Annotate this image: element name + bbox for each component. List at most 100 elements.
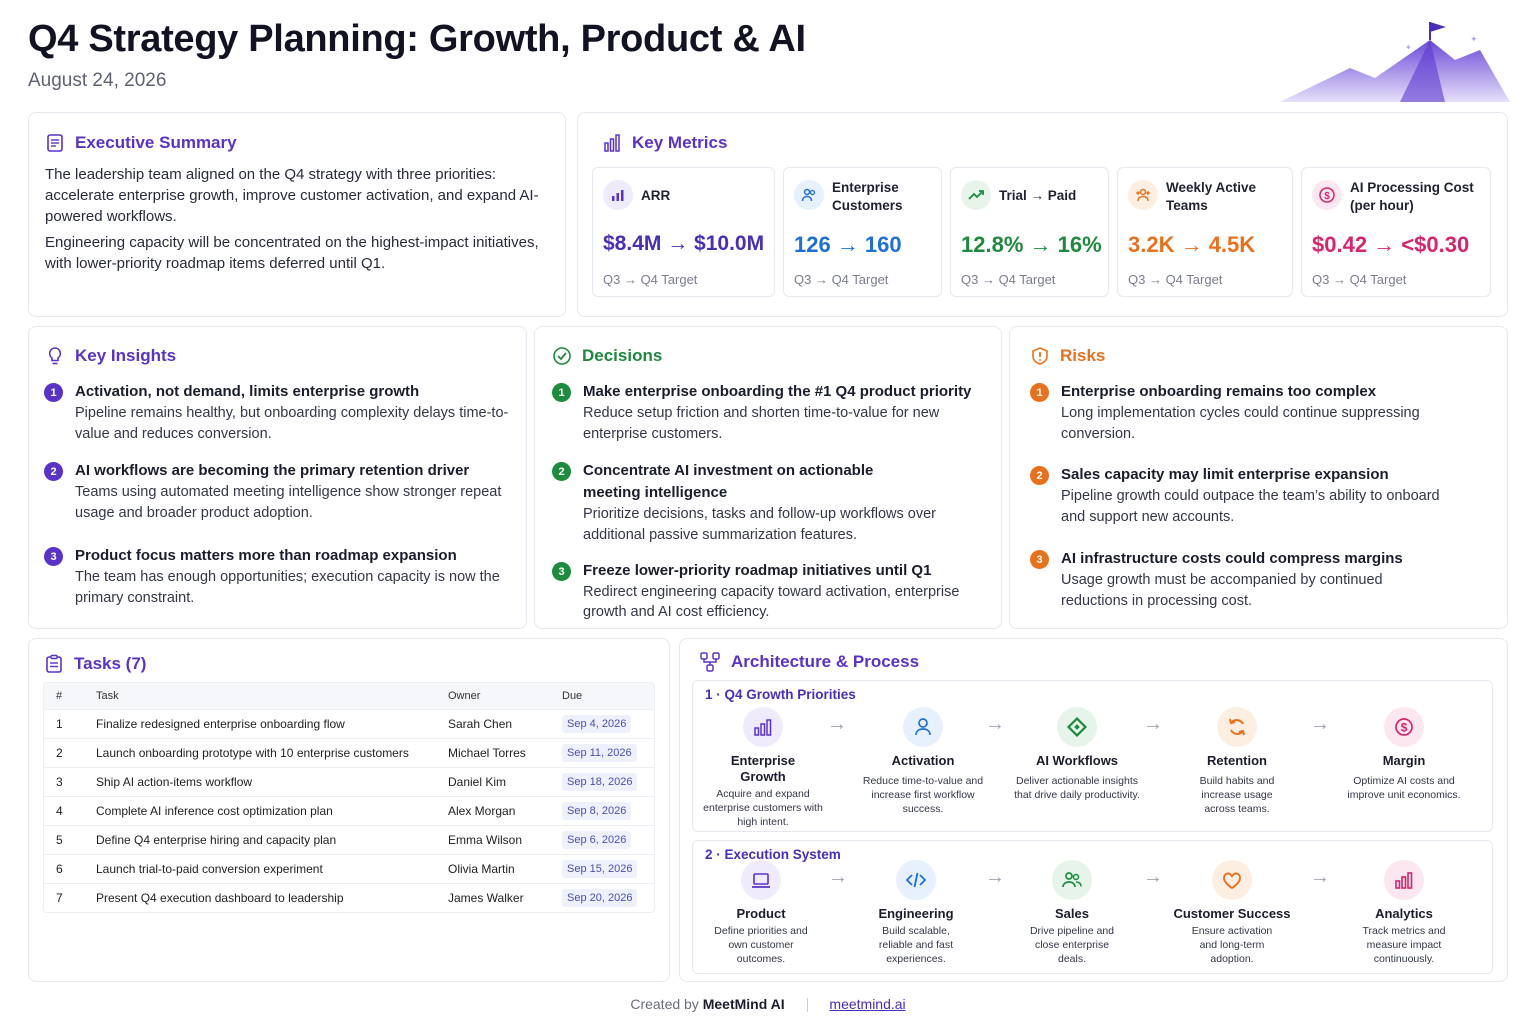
- document-icon: [47, 134, 63, 152]
- table-row[interactable]: 6 Launch trial-to-paid conversion experim…: [44, 853, 654, 883]
- svg-text:$: $: [1401, 721, 1408, 735]
- insight-heading: Activation, not demand, limits enterpris…: [75, 383, 420, 400]
- due-date-badge: Sep 18, 2026: [562, 772, 638, 791]
- node-customer-success: Customer Success Ensure activation and l…: [1167, 860, 1297, 966]
- decision-number: 3: [552, 562, 571, 581]
- section-title: 2 · Execution System: [705, 847, 841, 862]
- node-title: Activation: [891, 753, 955, 768]
- node-desc: Acquire and expand enterprise customers …: [703, 788, 823, 828]
- risk-number: 1: [1030, 383, 1049, 402]
- task-number: 7: [44, 882, 84, 912]
- insight-item: 2 AI workflows are becoming the primary r…: [44, 460, 514, 524]
- node-title: Enterprise Growth: [730, 753, 796, 784]
- risk-body: Long implementation cycles could continu…: [1061, 405, 1420, 442]
- due-date-badge: Sep 8, 2026: [562, 801, 632, 820]
- risk-number: 2: [1030, 466, 1049, 485]
- table-row[interactable]: 4 Complete AI inference cost optimization…: [44, 795, 654, 825]
- summary-paragraph-2: Engineering capacity will be concentrate…: [45, 234, 539, 272]
- task-owner: Alex Morgan: [436, 795, 550, 825]
- task-due: Sep 20, 2026: [550, 882, 654, 912]
- section-title: 1 · Q4 Growth Priorities: [705, 687, 856, 702]
- laptop-icon: [741, 860, 781, 900]
- node-engineering: Engineering Build scalable, reliable and…: [851, 860, 981, 966]
- task-due: Sep 11, 2026: [550, 737, 654, 767]
- node-desc: Deliver actionable insights that drive d…: [1014, 775, 1140, 801]
- node-desc: Track metrics and measure impact continu…: [1362, 925, 1446, 965]
- code-icon: [896, 860, 936, 900]
- due-date-badge: Sep 6, 2026: [562, 830, 632, 849]
- arrow-right-icon: →: [1143, 866, 1163, 888]
- node-title: Analytics: [1375, 906, 1433, 921]
- dollar-icon: $: [1312, 180, 1342, 210]
- bar-chart-icon: [603, 180, 633, 210]
- metric-sub: Q3 → Q4 Target: [794, 272, 889, 287]
- task-number: 1: [44, 708, 84, 738]
- due-date-badge: Sep 15, 2026: [562, 859, 638, 878]
- page-title: Q4 Strategy Planning: Growth, Product & …: [28, 18, 806, 60]
- task-due: Sep 15, 2026: [550, 853, 654, 883]
- risk-body: Pipeline growth could outpace the team’s…: [1061, 488, 1440, 525]
- table-row[interactable]: 2 Launch onboarding prototype with 10 ent…: [44, 737, 654, 767]
- node-title: Engineering: [878, 906, 954, 921]
- task-name: Complete AI inference cost optimization …: [84, 795, 436, 825]
- node-desc: Build scalable, reliable and fast experi…: [878, 925, 954, 965]
- metric-sub: Q3 → Q4 Target: [961, 272, 1056, 287]
- task-name: Finalize redesigned enterprise onboardin…: [84, 708, 436, 738]
- task-number: 2: [44, 737, 84, 767]
- table-row[interactable]: 3 Ship AI action-items workflow Daniel Kim…: [44, 766, 654, 796]
- node-analytics: Analytics Track metrics and measure impa…: [1339, 860, 1469, 966]
- node-desc: Drive pipeline and close enterprise deal…: [1029, 925, 1115, 965]
- metric-label: Trial → Paid: [999, 188, 1077, 203]
- task-name: Launch onboarding prototype with 10 ente…: [84, 737, 436, 767]
- insight-heading: Product focus matters more than roadmap …: [75, 547, 457, 564]
- footer-link[interactable]: meetmind.ai: [829, 996, 906, 1012]
- tasks-title: Tasks (7): [74, 654, 147, 673]
- insight-body: Teams using automated meeting intelligen…: [75, 484, 502, 521]
- column-header: #: [44, 683, 84, 709]
- table-row[interactable]: 5 Define Q4 enterprise hiring and capacit…: [44, 824, 654, 854]
- metric-card-arr: ARR $8.4M → $10.0M Q3 → Q4 Target: [592, 167, 775, 297]
- node-desc: Ensure activation and long-term adoption…: [1191, 925, 1273, 965]
- growth-priorities-section: 1 · Q4 Growth Priorities: [692, 680, 1493, 832]
- refresh-icon: [1217, 707, 1257, 747]
- insight-body: The team has enough opportunities; execu…: [75, 569, 500, 606]
- decision-body: Prioritize decisions, tasks and follow-u…: [583, 506, 936, 543]
- summary-title: Executive Summary: [75, 133, 237, 152]
- insight-number: 2: [44, 462, 63, 481]
- decision-item: 3 Freeze lower-priority roadmap initiativ…: [552, 560, 972, 622]
- node-desc: Optimize AI costs and improve unit econo…: [1347, 775, 1461, 801]
- task-owner: Sarah Chen: [436, 708, 550, 738]
- task-name: Define Q4 enterprise hiring and capacity…: [84, 824, 436, 854]
- arrow-right-icon: →: [985, 713, 1005, 735]
- decision-number: 2: [552, 462, 571, 481]
- node-activation: Activation Reduce time-to-value and incr…: [856, 707, 990, 816]
- arrow-right-icon: →: [1310, 866, 1330, 888]
- risk-item: 2 Sales capacity may limit enterprise exp…: [1030, 464, 1450, 528]
- risk-heading: AI infrastructure costs could compress m…: [1061, 550, 1403, 567]
- risk-heading: Enterprise onboarding remains too comple…: [1061, 383, 1377, 400]
- metric-card-ai-processing-cost: $ AI Processing Cost (per hour) $0.42 → …: [1301, 167, 1491, 297]
- insight-item: 1 Activation, not demand, limits enterpri…: [44, 381, 514, 445]
- insight-item: 3 Product focus matters more than roadmap…: [44, 545, 514, 609]
- clipboard-icon: [46, 654, 62, 673]
- svg-text:✦: ✦: [1405, 43, 1412, 52]
- insight-heading: AI workflows are becoming the primary re…: [75, 462, 470, 479]
- footer: Created by MeetMind AI meetmind.ai: [0, 996, 1536, 1013]
- page-date: August 24, 2026: [28, 70, 167, 91]
- task-name: Ship AI action-items workflow: [84, 766, 436, 796]
- table-row[interactable]: 7 Present Q4 execution dashboard to leade…: [44, 882, 654, 912]
- mountain-flag-illustration: ✦ ✦: [1280, 22, 1510, 102]
- task-due: Sep 4, 2026: [550, 708, 654, 738]
- decision-item: 2 Concentrate AI investment on actionable…: [552, 460, 972, 546]
- node-retention: Retention Build habits and increase usag…: [1172, 707, 1302, 816]
- task-due: Sep 18, 2026: [550, 766, 654, 796]
- due-date-badge: Sep 4, 2026: [562, 714, 632, 733]
- bar-chart-icon: [604, 134, 620, 152]
- arrow-right-icon: →: [1143, 713, 1163, 735]
- metric-label: Enterprise Customers: [832, 180, 903, 213]
- table-row[interactable]: 1 Finalize redesigned enterprise onboardi…: [44, 708, 654, 738]
- footer-created-label: Created by: [630, 996, 699, 1012]
- team-icon: [1052, 860, 1092, 900]
- task-number: 5: [44, 824, 84, 854]
- task-owner: Olivia Martin: [436, 853, 550, 883]
